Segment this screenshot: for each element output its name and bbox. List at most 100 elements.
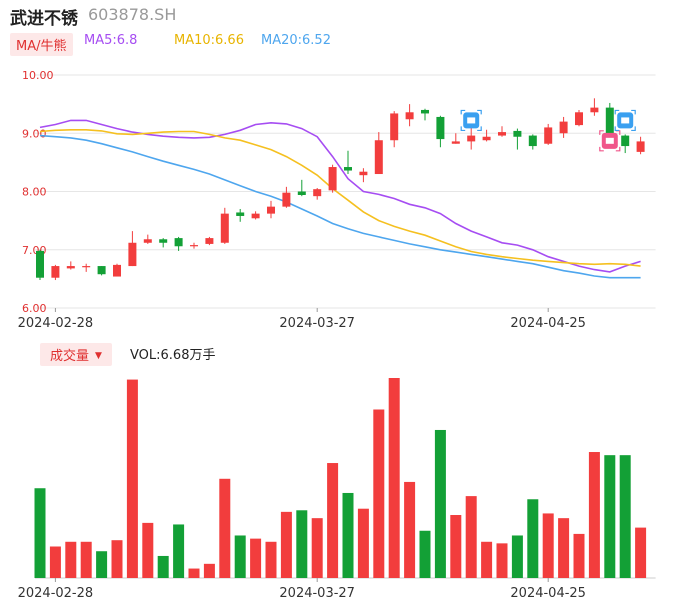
ma-selector-button[interactable]: MA/牛熊	[10, 33, 73, 56]
volume-bar	[527, 499, 539, 578]
candle-body	[621, 135, 630, 147]
candle-body	[528, 135, 537, 147]
candle-body	[421, 109, 429, 114]
candle-body	[605, 107, 614, 134]
caret-down-icon: ▼	[95, 351, 102, 361]
volume-bar	[404, 481, 416, 578]
volume-value: VOL:6.68万手	[130, 348, 216, 363]
candle-body	[251, 213, 260, 219]
candle-body	[282, 192, 291, 207]
candle-body	[220, 213, 229, 243]
volume-bar	[188, 568, 200, 578]
volume-bar	[434, 429, 446, 578]
candle-body	[143, 239, 152, 243]
volume-bar	[111, 540, 123, 578]
candle-body	[513, 130, 522, 137]
volume-bar	[588, 452, 600, 578]
volume-bar	[49, 546, 61, 578]
volume-bar	[542, 513, 554, 578]
candle-body	[467, 135, 476, 142]
volume-bar	[80, 541, 92, 578]
volume-bar	[619, 455, 631, 578]
stock-name: 武进不锈	[10, 9, 78, 29]
volume-bar	[419, 530, 431, 578]
badge-glyph	[467, 117, 476, 124]
volume-bar	[203, 563, 215, 578]
badge-frame	[599, 130, 621, 152]
y-tick-label: 9.00	[22, 127, 47, 140]
candle-body	[559, 121, 568, 134]
volume-bar	[450, 515, 462, 578]
candle-body	[190, 245, 198, 247]
stock-code: 603878.SH	[88, 5, 177, 24]
volume-bar	[604, 455, 616, 578]
x-tick-label: 2024-04-25	[510, 316, 586, 331]
ma-line-ma20	[39, 134, 641, 279]
volume-bar	[388, 378, 400, 578]
volume-bar	[296, 510, 308, 578]
x-tick-label: 2024-02-28	[18, 586, 94, 601]
candle-body	[344, 167, 352, 171]
volume-bar	[96, 551, 108, 578]
x-tick-label: 2024-04-25	[510, 586, 586, 601]
volume-bar	[373, 409, 385, 578]
x-tick-label: 2024-02-28	[18, 316, 94, 331]
volume-bar	[311, 518, 323, 578]
volume-bar	[265, 541, 277, 578]
candle-body	[590, 107, 599, 113]
candle-body	[128, 242, 137, 267]
volume-bar	[219, 478, 231, 578]
volume-bar	[234, 535, 246, 578]
volume-bar	[126, 379, 138, 578]
candle-body	[82, 266, 91, 268]
ma-line-ma10	[39, 129, 641, 267]
candle-body	[313, 189, 322, 197]
candle-body	[113, 264, 121, 277]
candle-body	[390, 113, 399, 141]
x-tick-label: 2024-03-27	[279, 316, 355, 331]
candle-body	[328, 167, 337, 191]
badge-frame	[614, 109, 636, 132]
volume-bar	[65, 541, 77, 578]
candle-body	[451, 141, 460, 144]
event-badge-icon	[599, 130, 621, 152]
volume-button-label: 成交量	[50, 349, 90, 364]
candle-body	[36, 250, 44, 278]
volume-bar	[157, 555, 169, 578]
volume-bar	[142, 522, 154, 578]
candle-body	[482, 136, 491, 141]
volume-bar	[280, 511, 292, 578]
volume-bar	[511, 535, 523, 578]
candle-body	[205, 238, 214, 244]
x-tick-label: 2024-03-27	[279, 586, 355, 601]
y-tick-label: 6.00	[22, 302, 47, 315]
volume-bar	[465, 496, 477, 578]
news-badge-icon	[614, 109, 636, 132]
volume-bar	[496, 543, 508, 578]
badge-glyph	[621, 117, 630, 124]
candle-body	[174, 238, 183, 247]
volume-bar	[34, 488, 46, 578]
ma5-legend: MA5:6.8	[84, 33, 138, 48]
volume-indicator-button[interactable]: 成交量 ▼	[40, 343, 112, 366]
volume-bar	[481, 541, 493, 578]
candle-body	[405, 112, 414, 120]
candle-body	[159, 239, 168, 243]
volume-bar	[558, 518, 570, 578]
candle-body	[359, 171, 368, 176]
candle-body	[436, 116, 445, 140]
y-tick-label: 8.00	[22, 186, 47, 199]
candle-body	[267, 206, 275, 214]
volume-bar	[327, 463, 339, 578]
ma20-legend: MA20:6.52	[261, 33, 331, 48]
candle-body	[66, 266, 75, 269]
volume-bar	[357, 508, 369, 578]
candle-body	[498, 132, 506, 136]
volume-bar	[635, 527, 647, 578]
candle-body	[297, 191, 306, 195]
ma10-legend: MA10:6.66	[174, 33, 244, 48]
volume-bar	[250, 538, 262, 578]
candle-body	[575, 112, 583, 126]
candle-body	[374, 140, 383, 175]
